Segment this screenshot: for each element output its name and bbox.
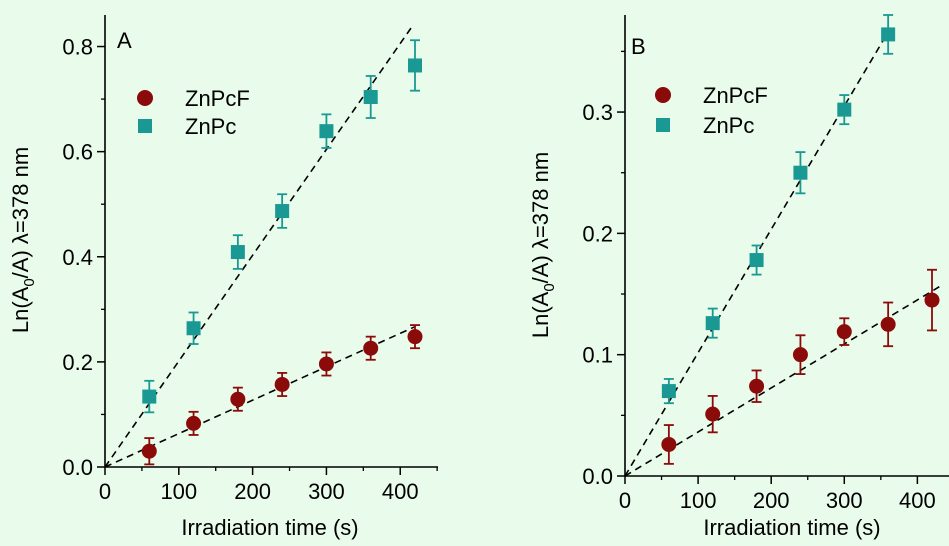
x-axis-label: Irradiation time (s): [181, 515, 358, 540]
data-point-znpc: [661, 384, 676, 399]
data-point-znpc: [837, 102, 852, 117]
x-tick-label: 100: [680, 488, 717, 513]
data-point-znpcf: [141, 443, 157, 459]
legend-marker-znpcf: [655, 87, 671, 103]
legend-label-znpc: ZnPc: [185, 114, 236, 139]
data-point-znpcf: [274, 376, 290, 392]
data-point-znpcf: [749, 378, 765, 394]
data-point-znpc: [793, 165, 808, 180]
y-tick-label: 0.0: [582, 464, 613, 489]
data-point-znpcf: [705, 406, 721, 422]
legend-label-znpcf: ZnPcF: [185, 86, 250, 111]
y-tick-label: 0.2: [62, 350, 93, 375]
x-tick-label: 400: [899, 488, 936, 513]
data-point-znpc: [705, 316, 720, 331]
y-axis-label-subscript: 0: [541, 283, 558, 291]
x-tick-label: 200: [753, 488, 790, 513]
x-axis-label: Irradiation time (s): [703, 515, 880, 540]
x-tick-label: 0: [99, 479, 111, 504]
y-axis-label-suffix: /A) λ=378 nm: [8, 147, 33, 278]
data-point-znpc: [881, 27, 896, 42]
y-axis-label-prefix: Ln(A: [528, 291, 553, 338]
x-tick-label: 100: [160, 479, 197, 504]
legend-marker-znpc: [138, 119, 152, 133]
data-point-znpc: [186, 321, 201, 336]
legend-label-znpc: ZnPc: [703, 113, 754, 138]
data-point-znpc: [408, 58, 422, 73]
data-point-znpc: [363, 89, 378, 104]
x-tick-label: 400: [382, 479, 419, 504]
data-point-znpc: [749, 253, 764, 268]
fit-line-znpcf: [104, 325, 416, 468]
x-tick-label: 200: [234, 479, 271, 504]
y-axis-label: Ln(A0/A) λ=378 nm: [8, 147, 38, 333]
data-point-znpc: [275, 204, 290, 219]
data-point-znpcf: [407, 329, 423, 345]
data-point-znpcf: [792, 347, 808, 363]
legend-marker-znpcf: [137, 90, 153, 106]
y-tick-label: 0.8: [62, 35, 93, 60]
y-tick-label: 0.2: [582, 221, 613, 246]
panel-label: B: [631, 34, 646, 59]
legend-label-znpcf: ZnPcF: [703, 83, 768, 108]
data-point-znpcf: [318, 356, 334, 372]
y-axis-label-subscript: 0: [21, 278, 38, 286]
y-tick-label: 0.1: [582, 343, 613, 368]
data-point-znpcf: [661, 436, 677, 452]
panel-a: 0 100 200 300 400 0.0 0.2 0.4 0.6 0.8 A Irradiation…: [8, 15, 438, 540]
x-tick-label: 300: [826, 488, 863, 513]
data-point-znpcf: [880, 316, 896, 332]
panel-b: 0 100 200 300 400 0.0 0.1 0.2 0.3 B Irradiation ti…: [528, 14, 949, 540]
y-tick-label: 0.3: [582, 100, 613, 125]
x-tick-label: 0: [619, 488, 631, 513]
x-tick-label: 300: [308, 479, 345, 504]
data-point-znpc: [230, 245, 245, 260]
y-axis-label-prefix: Ln(A: [8, 286, 33, 333]
data-point-znpcf: [186, 415, 202, 431]
data-point-znpc: [319, 124, 334, 139]
y-axis-label-suffix: /A) λ=378 nm: [528, 152, 553, 283]
y-tick-label: 0.4: [62, 245, 93, 270]
panel-label: A: [117, 28, 132, 53]
data-point-znpc: [142, 389, 157, 404]
legend-marker-znpc: [656, 118, 670, 132]
y-axis-label: Ln(A0/A) λ=378 nm: [528, 152, 558, 338]
data-point-znpcf: [924, 292, 940, 308]
data-point-znpcf: [836, 324, 852, 340]
y-tick-label: 0.0: [62, 455, 93, 480]
data-point-znpcf: [363, 340, 379, 356]
y-tick-label: 0.6: [62, 140, 93, 165]
data-point-znpcf: [230, 391, 246, 407]
